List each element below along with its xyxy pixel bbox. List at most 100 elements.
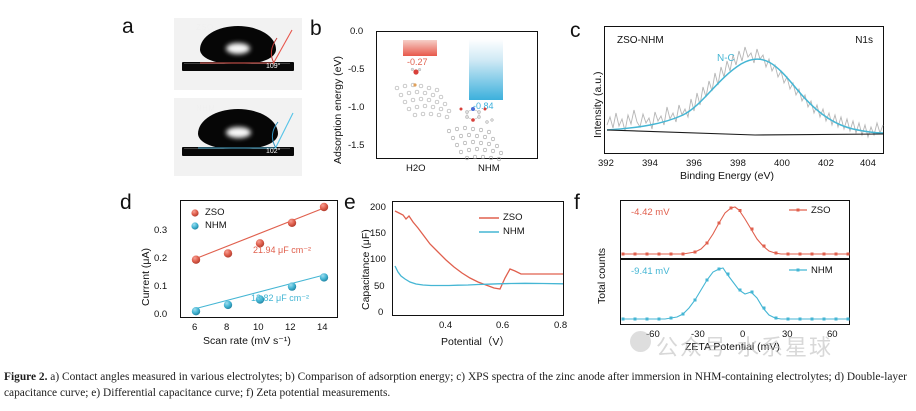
panel-c-xtick-4: 400 (774, 158, 790, 169)
panel-e-xtick-1: 0.6 (496, 320, 510, 331)
panel-e-ytick-4: 200 (370, 202, 386, 213)
panel-e-y-axis-label: Capacitance (μF) (360, 229, 372, 310)
panel-d-ytick-3: 0.3 (154, 225, 168, 236)
substrate-bar-zso (182, 62, 294, 71)
panel-d-xtick-0: 6 (192, 322, 198, 333)
molecule-model-h2o (394, 67, 452, 120)
panel-f-y-axis-label: Total counts (596, 247, 608, 304)
panel-b-xtick-nhm: NHM (478, 163, 500, 174)
panel-f-x-axis-label: ZETA Potential (mV) (685, 341, 780, 353)
panel-c-plot-frame: ZSO-NHM N1s N-C (604, 26, 884, 154)
panel-e-ytick-3: 150 (370, 228, 386, 239)
panel-e-x-axis-label: Potential（V） (441, 336, 510, 348)
panel-d-xtick-4: 14 (317, 322, 328, 333)
panel-e-ytick-0: 0 (378, 307, 384, 318)
panel-d-letter: d (120, 191, 132, 214)
panel-e-differential-capacitance (394, 210, 564, 290)
panel-b-plot-frame: -0.27 (376, 31, 538, 162)
contact-angle-value-zso: 109° (266, 63, 281, 70)
molecule-model-nhm (446, 107, 504, 162)
panel-c-xtick-1: 394 (642, 158, 658, 169)
contact-angle-image-zso: ZSO 109° (174, 18, 302, 90)
adsorption-value-nhm: -0.84 (473, 101, 494, 111)
panel-f-xtick-2: 0 (740, 329, 746, 340)
contact-angle-label-zso: ZSO (196, 23, 214, 32)
panel-c: c Intensity (a.u.) ZSO-NHM N1s N-C 392 3… (568, 12, 916, 184)
panel-b: b Adsorption energy (eV) 0.0 -0.5 -1.0 -… (310, 12, 550, 182)
panel-d-xtick-1: 8 (224, 322, 230, 333)
panel-f-xtick-1: -30 (691, 329, 705, 340)
panel-a: a ZSO 109° NHM (118, 12, 308, 180)
panel-d-capacitance-scatter (191, 202, 329, 316)
substrate-bar-nhm (182, 147, 294, 156)
panel-f-value-zso: -4.42 mV (631, 207, 670, 218)
panel-a-letter: a (122, 15, 134, 38)
panel-f-letter: f (574, 191, 580, 214)
panel-f-subplot-nhm: -9.41 mV NHM (620, 259, 850, 325)
panel-d-xtick-3: 12 (285, 322, 296, 333)
panel-b-xtick-h2o: H2O (406, 163, 426, 174)
panel-f-zeta-curve-nhm (621, 267, 850, 321)
panel-d-annotation-zso: 21.94 μF cm⁻² (253, 245, 311, 255)
adsorption-bar-nhm (469, 39, 503, 100)
panel-e-legend-nhm[interactable]: NHM (503, 226, 525, 237)
panel-b-ytick-0: 0.0 (350, 26, 364, 37)
panel-d-plot-frame: ZSO NHM 21.94 μF cm⁻² 13.82 μF cm⁻² (180, 200, 338, 318)
panel-f-legend-nhm[interactable]: NHM (811, 265, 833, 276)
panel-c-orbital-label: N1s (855, 35, 873, 46)
panel-b-ytick-2: -1.0 (348, 102, 365, 113)
panel-f-legend-zso[interactable]: ZSO (811, 205, 831, 216)
panel-c-xtick-0: 392 (598, 158, 614, 169)
panel-f-zeta-curve-zso (621, 206, 850, 256)
panel-d-y-axis-label: Current (μA) (140, 248, 152, 306)
panel-c-x-axis-label: Binding Energy (eV) (680, 170, 774, 182)
panel-f-subplot-zso: -4.42 mV ZSO (620, 200, 850, 259)
panel-c-xtick-5: 402 (818, 158, 834, 169)
panel-f-xtick-4: 60 (827, 329, 838, 340)
panel-b-ytick-3: -1.5 (348, 140, 365, 151)
panel-e-plot-frame: ZSO NHM (392, 201, 564, 316)
panel-d-xtick-2: 10 (253, 322, 264, 333)
droplet-specular-highlight-nhm (226, 127, 251, 138)
panel-e-ytick-1: 50 (374, 281, 385, 292)
figure-caption-text: a) Contact angles measured in various el… (4, 371, 907, 400)
contact-angle-overlay-zso (200, 29, 293, 65)
panel-c-xtick-3: 398 (730, 158, 746, 169)
panel-b-letter: b (310, 17, 322, 40)
panel-e-xtick-2: 0.8 (554, 320, 568, 331)
panel-d-ytick-2: 0.2 (154, 253, 168, 264)
contact-angle-label-nhm: NHM (196, 104, 216, 113)
panel-d-x-axis-label: Scan rate (mV s⁻¹) (203, 335, 291, 347)
figure-caption: Figure 2. a) Contact angles measured in … (4, 369, 912, 401)
panel-c-y-axis-label: Intensity (a.u.) (592, 71, 604, 138)
panel-d-annotation-nhm: 13.82 μF cm⁻² (251, 293, 309, 303)
panel-c-xtick-2: 396 (686, 158, 702, 169)
panel-e: e Capacitance (μF) 200 150 100 50 0 ZSO … (344, 188, 576, 360)
wechat-watermark-icon (630, 331, 651, 352)
panel-e-legend-zso[interactable]: ZSO (503, 212, 523, 223)
contact-angle-overlay-nhm (198, 112, 294, 150)
panel-c-peak-label: N-C (717, 53, 735, 64)
panel-c-sample-label: ZSO-NHM (617, 35, 664, 46)
panel-b-ytick-1: -0.5 (348, 64, 365, 75)
panel-d-legend-zso[interactable]: ZSO (205, 207, 225, 218)
panel-c-letter: c (570, 19, 581, 42)
panel-d-ytick-1: 0.1 (154, 281, 168, 292)
figure-caption-label: Figure 2. (4, 371, 48, 383)
panel-e-ytick-2: 100 (370, 254, 386, 265)
panel-f-xtick-0: -60 (646, 329, 660, 340)
adsorption-value-h2o: -0.27 (407, 57, 428, 67)
panel-d-ytick-0: 0.0 (154, 309, 168, 320)
figure-2-panel-grid: a ZSO 109° NHM (118, 12, 916, 361)
panel-f: f Total counts (570, 188, 916, 360)
panel-c-xps-spectrum (606, 46, 884, 139)
panel-d-legend-nhm[interactable]: NHM (205, 220, 227, 231)
droplet-specular-highlight-zso (226, 43, 250, 54)
panel-c-xtick-6: 404 (860, 158, 876, 169)
adsorption-bar-h2o (403, 40, 437, 56)
contact-angle-value-nhm: 102° (266, 148, 281, 155)
panel-e-letter: e (344, 191, 356, 214)
contact-angle-image-nhm: NHM 102° (174, 98, 302, 176)
panel-e-xtick-0: 0.4 (439, 320, 453, 331)
panel-b-y-axis-label: Adsorption energy (eV) (332, 56, 344, 164)
